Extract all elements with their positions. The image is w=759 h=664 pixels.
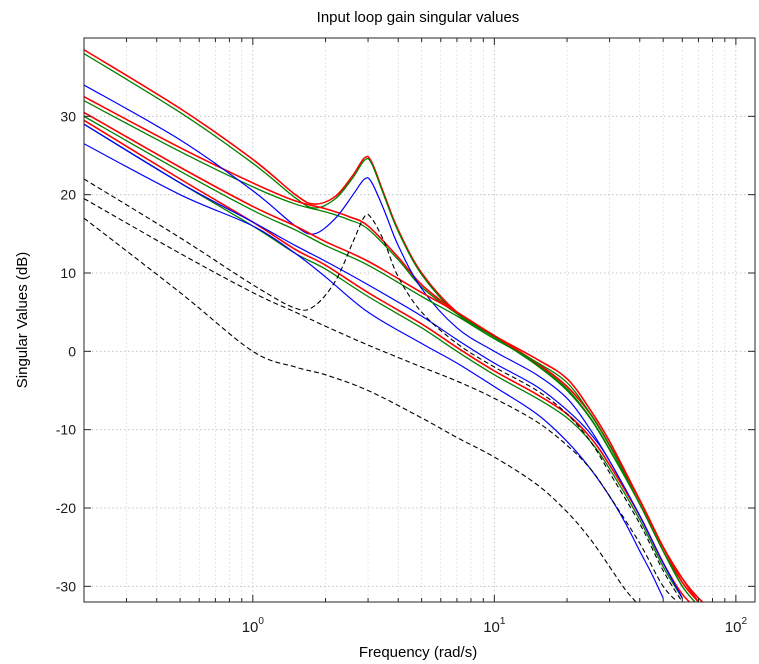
chart-title: Input loop gain singular values — [317, 9, 520, 26]
y-tick-label: 30 — [60, 108, 76, 124]
series-line-14 — [84, 217, 637, 602]
series-line-3 — [84, 96, 700, 602]
series-line-5 — [84, 84, 683, 599]
series-line-6 — [84, 111, 700, 602]
y-tick-label: -30 — [56, 578, 76, 594]
series-line-8 — [84, 119, 691, 602]
grid — [83, 38, 755, 602]
x-axis-label: Frequency (rad/s) — [359, 644, 477, 661]
plot-frame — [83, 37, 756, 603]
plot-area — [84, 49, 704, 602]
y-tick-label: -10 — [56, 422, 76, 438]
series-line-12 — [84, 178, 683, 602]
y-tick-labels: 30 20 10 0 -10 -20 -30 — [56, 108, 76, 594]
series-line-7 — [84, 115, 696, 602]
x-tick-label: 101 — [483, 616, 506, 636]
x-tick-labels: 100 101 102 — [242, 616, 748, 636]
y-tick-label: 20 — [60, 187, 76, 203]
y-axis-label: Singular Values (dB) — [14, 252, 31, 388]
series-line-10 — [84, 123, 683, 599]
series-line-2 — [84, 53, 699, 602]
y-tick-label: -20 — [56, 500, 76, 516]
y-tick-label: 10 — [60, 265, 76, 281]
series-line-11 — [84, 143, 664, 599]
x-tick-label: 102 — [725, 616, 748, 636]
x-tick-label: 100 — [242, 616, 265, 636]
y-tick-label: 0 — [68, 343, 76, 359]
series-line-13 — [84, 198, 679, 602]
tick-marks — [83, 38, 755, 602]
series-line-9 — [84, 123, 683, 599]
